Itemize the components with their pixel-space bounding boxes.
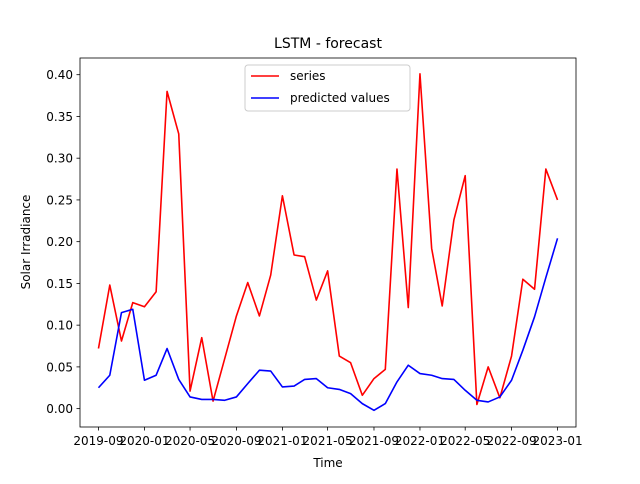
x-tick-label: 2021-09: [349, 434, 399, 448]
x-tick-label: 2022-09: [486, 434, 536, 448]
series-layer: [97, 73, 559, 412]
y-axis-ticks: 0.00 0.05 0.10 0.15 0.20 0.25 0.30 0.35 0.40: [46, 68, 80, 416]
x-axis-label: Time: [312, 456, 342, 470]
x-tick-label: 2022-01: [395, 434, 445, 448]
x-tick-label: 2022-05: [440, 434, 490, 448]
series-line-predicted-values: [97, 238, 559, 412]
y-axis-label: Solar Irradiance: [19, 195, 33, 290]
y-tick-label: 0.15: [46, 277, 73, 291]
legend-label-predicted-values: predicted values: [290, 91, 390, 105]
y-tick-label: 0.35: [46, 110, 73, 124]
y-tick-label: 0.00: [46, 402, 73, 416]
y-tick-label: 0.40: [46, 68, 73, 82]
legend-label-series: series: [290, 69, 326, 83]
plot-frame: [79, 57, 577, 428]
y-tick-label: 0.25: [46, 193, 73, 207]
y-tick-label: 0.20: [46, 235, 73, 249]
y-tick-label: 0.30: [46, 152, 73, 166]
x-tick-label: 2019-09: [73, 434, 123, 448]
legend: series predicted values: [244, 64, 411, 112]
x-tick-label: 2023-01: [532, 434, 582, 448]
y-tick-label: 0.05: [46, 360, 73, 374]
series-line-series: [97, 73, 559, 406]
chart-title: LSTM - forecast: [274, 36, 382, 52]
x-tick-label: 2021-05: [303, 434, 353, 448]
legend-frame: [244, 64, 411, 112]
x-tick-label: 2021-01: [257, 434, 307, 448]
y-tick-label: 0.10: [46, 319, 73, 333]
x-tick-label: 2020-09: [211, 434, 261, 448]
x-tick-label: 2020-01: [119, 434, 169, 448]
x-axis-ticks: 2019-092020-012020-052020-092021-012021-…: [73, 427, 583, 448]
x-tick-label: 2020-05: [165, 434, 215, 448]
